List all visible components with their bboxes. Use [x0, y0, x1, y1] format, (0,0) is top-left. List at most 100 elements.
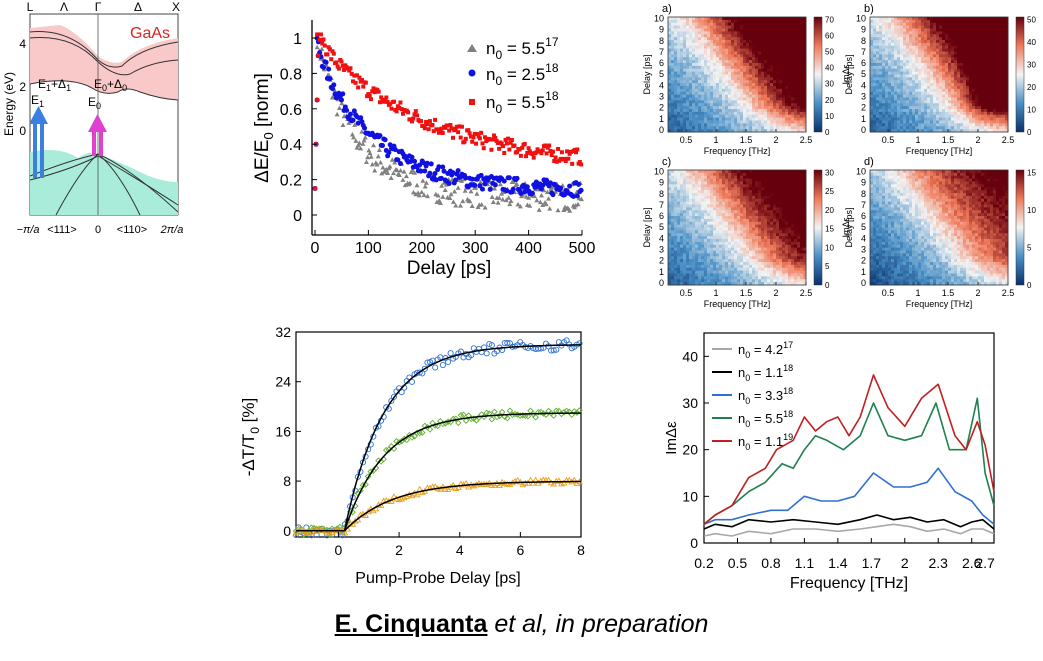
data-point — [469, 203, 475, 208]
heatmap-cell — [993, 100, 997, 104]
heatmap-cell — [737, 172, 741, 177]
heatmap-cell — [728, 22, 732, 27]
heatmap-cell — [927, 77, 931, 81]
heatmap-cell — [918, 83, 922, 87]
heatmap-cell — [755, 126, 759, 130]
heatmap-cell — [689, 34, 693, 38]
heatmap-cell — [906, 22, 910, 27]
heatmap-cell — [969, 25, 973, 29]
heatmap-cell — [897, 106, 901, 110]
heatmap-cell — [692, 97, 696, 101]
heatmap-cell — [758, 178, 762, 182]
heatmap-cell — [701, 97, 705, 101]
heatmap-cell — [873, 28, 877, 32]
heatmap-cell — [689, 57, 693, 61]
heatmap-cell — [954, 42, 958, 47]
heatmap-cell — [915, 91, 919, 96]
data-point — [441, 168, 447, 174]
heatmap-cell — [671, 48, 675, 52]
heatmap-cell — [942, 57, 946, 61]
heatmap-cell — [978, 48, 982, 52]
heatmap-cell — [761, 106, 765, 110]
heatmap-cell — [891, 34, 895, 38]
heatmap-cell — [683, 198, 687, 203]
heatmap-cell — [782, 117, 786, 121]
heatmap-cell — [731, 175, 735, 180]
heatmap-cell — [767, 91, 771, 96]
heatmap-cell — [972, 74, 976, 78]
heatmap-cell — [788, 28, 792, 32]
heatmap-cell — [791, 80, 795, 84]
data-point — [514, 181, 520, 187]
heatmap-cell — [870, 34, 874, 38]
heatmap-cell — [788, 109, 792, 113]
heatmap-cell — [933, 74, 937, 78]
heatmap-cell — [686, 86, 690, 90]
heatmap-cell — [996, 129, 1000, 133]
heatmap-cell — [743, 120, 747, 124]
heatmap-cell — [879, 74, 883, 78]
heatmap-cell — [719, 126, 723, 130]
heatmap-cell — [1002, 91, 1006, 96]
heatmap-cell — [903, 28, 907, 32]
heatmap-cell — [969, 80, 973, 84]
heatmap-cell — [945, 57, 949, 61]
heatmap-cell — [680, 74, 684, 78]
heatmap-cell — [719, 88, 723, 93]
heatmap-cell — [773, 51, 777, 55]
heatmap-cell — [713, 120, 717, 124]
heatmap-cell — [776, 77, 780, 81]
heatmap-cell — [740, 170, 744, 174]
heatmap-cell — [719, 172, 723, 177]
top-label-delta: Δ — [134, 0, 142, 14]
heatmap-cell — [1002, 22, 1006, 27]
heatmap-cell — [803, 184, 807, 188]
data-point — [365, 154, 371, 160]
heatmap-cell — [978, 74, 982, 78]
heatmap-cell — [785, 172, 789, 177]
heatmap-cell — [668, 190, 672, 194]
heatmap-cell — [972, 40, 976, 44]
heatmap-cell — [785, 63, 789, 67]
heatmap-cell — [746, 193, 750, 197]
heatmap-cell — [948, 54, 952, 58]
heatmap-panel-label: b) — [864, 3, 874, 15]
heatmap-cell — [713, 109, 717, 113]
x-tick-label: 300 — [462, 240, 489, 257]
heatmap-cell — [972, 65, 976, 70]
heatmap-cell — [710, 45, 714, 50]
heatmap-cell — [797, 42, 801, 47]
heatmap-cell — [960, 114, 964, 119]
heatmap-cell — [873, 57, 877, 61]
heatmap-cell — [740, 91, 744, 96]
heatmap-cell — [752, 25, 756, 29]
data-point — [452, 189, 458, 194]
heatmap-cell — [686, 114, 690, 119]
heatmap-cell — [942, 109, 946, 113]
heatmap-cell — [740, 114, 744, 119]
heatmap-cell — [713, 94, 717, 98]
heatmap-cell — [761, 17, 765, 21]
data-point — [315, 97, 320, 102]
heatmap-cell — [776, 86, 780, 90]
heatmap-cell — [909, 63, 913, 67]
heatmap-cell — [876, 80, 880, 84]
data-point — [470, 139, 475, 144]
heatmap-cell — [746, 80, 750, 84]
heatmap-cell — [930, 51, 934, 55]
heatmap-cell — [800, 117, 804, 121]
heatmap-cell — [740, 129, 744, 133]
heatmap-cell — [767, 57, 771, 61]
heatmap-cell — [870, 123, 874, 127]
heatmap-cell — [743, 42, 747, 47]
heatmap-cell — [981, 28, 985, 32]
heatmap-cell — [930, 83, 934, 87]
heatmap-cell — [794, 184, 798, 188]
heatmap-cell — [725, 120, 729, 124]
heatmap-cell — [695, 80, 699, 84]
heatmap-cell — [719, 57, 723, 61]
heatmap-cell — [731, 195, 735, 200]
heatmap-cell — [800, 31, 804, 35]
heatmap-cell — [963, 28, 967, 32]
heatmap-cell — [737, 170, 741, 174]
